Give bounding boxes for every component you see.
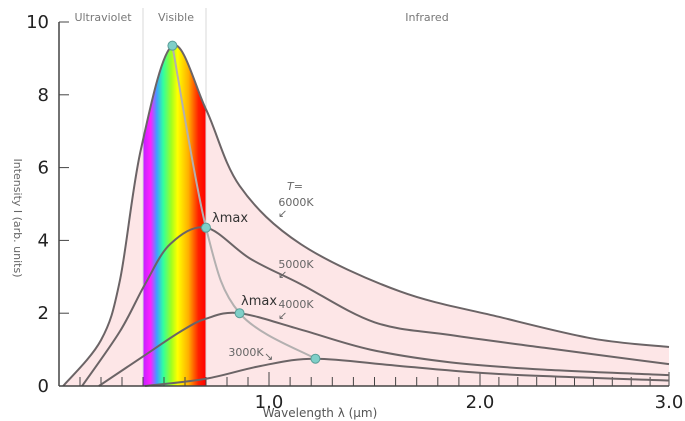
arrow-6000k: ↙ (278, 207, 287, 220)
x-axis-title: Wavelength λ (µm) (263, 406, 378, 420)
peak-marker (310, 353, 321, 364)
x-tick-label: 1.0 (255, 392, 284, 413)
peak-marker (201, 222, 211, 233)
y-axis-title: Intensity I (arb. units) (11, 159, 24, 278)
peak-wavelength-locus (171, 45, 316, 360)
visible-spectrum-band (143, 45, 206, 386)
x-tick-label: 3.0 (655, 392, 684, 413)
y-tick-label: 10 (26, 12, 49, 33)
x-tick-label: 2.0 (466, 392, 495, 413)
area-under-6000k (63, 45, 669, 386)
arrow-4000k: ↙ (278, 309, 287, 322)
arrow-5000k: ↙ (278, 268, 287, 281)
temperature-prefix: T= (287, 180, 303, 193)
y-tick-label: 8 (38, 85, 49, 106)
region-label-infrared: Infrared (405, 11, 448, 24)
label-3000k: 3000K (228, 346, 264, 359)
label-4000k: 4000K (278, 298, 314, 311)
peak-marker (167, 40, 178, 51)
region-label-visible: Visible (158, 11, 194, 24)
lambda-max-label-1: λmax (212, 211, 248, 226)
y-tick-label: 0 (38, 376, 49, 397)
lambda-max-label-2: λmax (241, 294, 277, 309)
y-tick-label: 6 (38, 158, 49, 179)
curve-4000k (98, 311, 670, 387)
label-6000k: 6000K (278, 196, 314, 209)
region-label-ultraviolet: Ultraviolet (74, 11, 132, 24)
y-tick-label: 4 (38, 230, 49, 251)
y-tick-label: 2 (38, 303, 49, 324)
peak-marker (234, 308, 245, 319)
arrow-3000k: ↘ (264, 350, 273, 363)
label-5000k: 5000K (278, 258, 314, 271)
curve-3000k (144, 357, 670, 387)
curve-6000k (62, 44, 670, 387)
curve-5000k (81, 226, 670, 387)
